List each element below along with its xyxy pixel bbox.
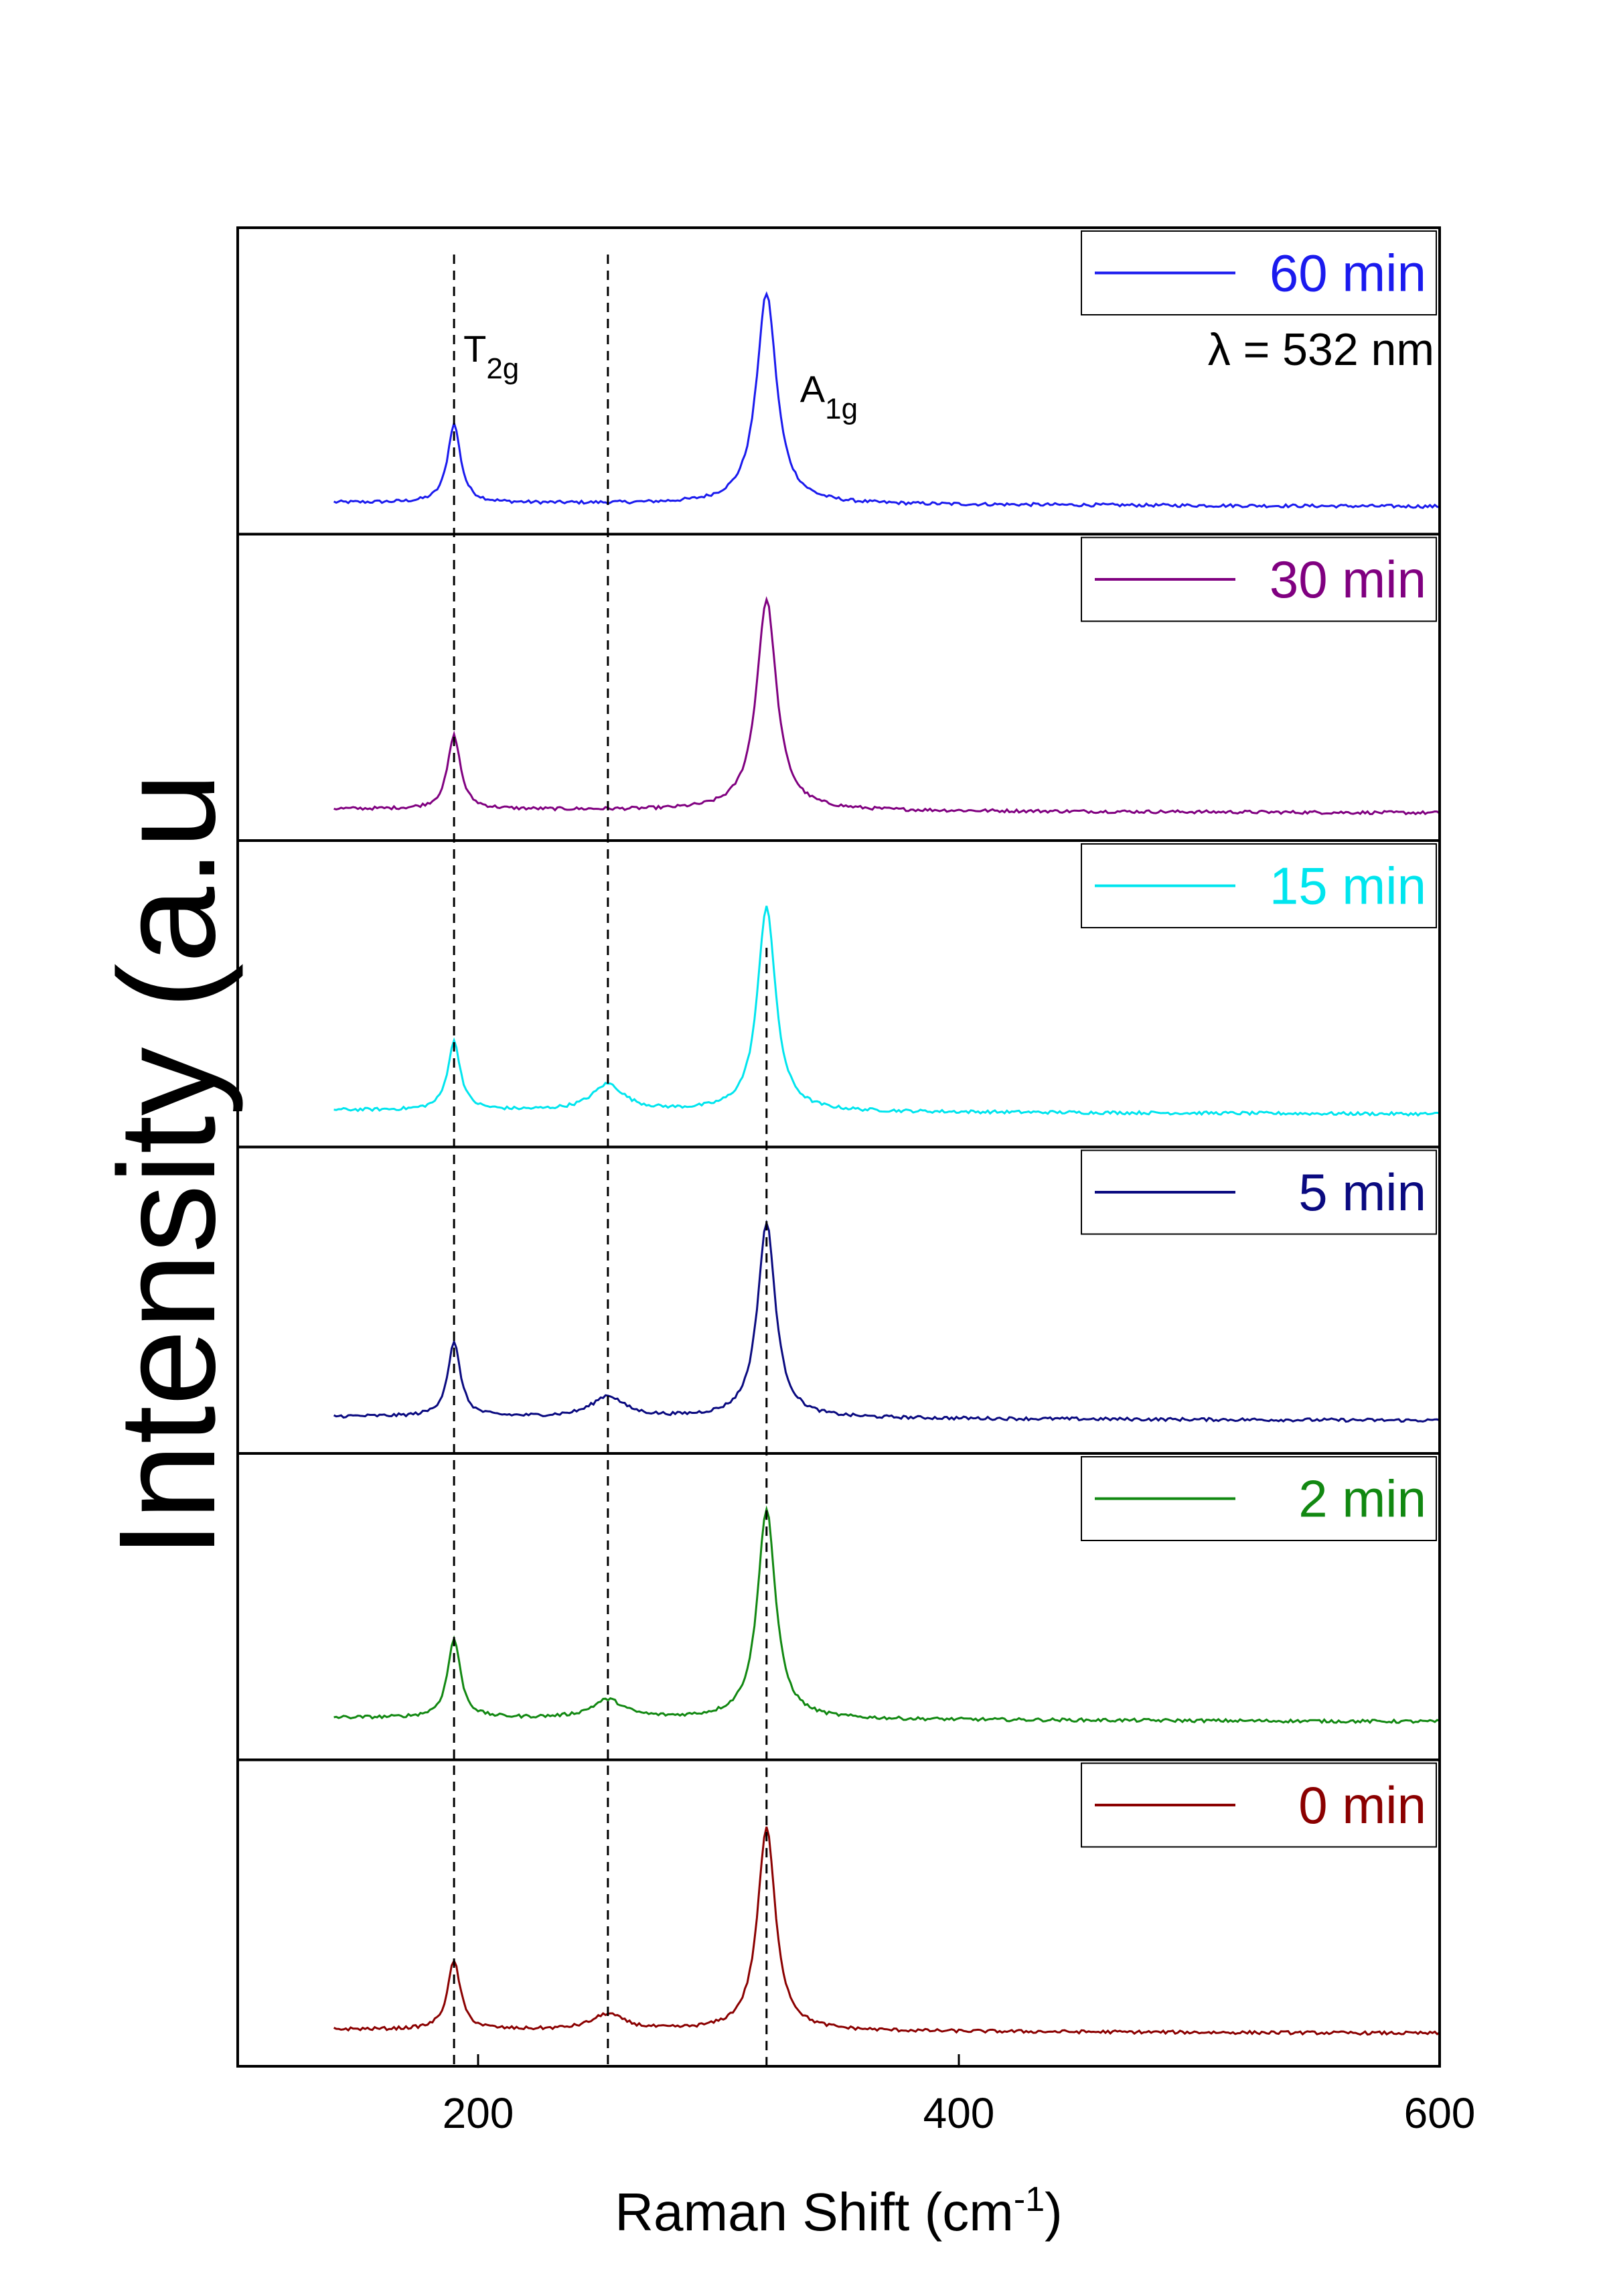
x-axis-label-text: Raman Shift (cm [615, 2182, 1014, 2242]
legend-label: 15 min [1270, 857, 1426, 916]
legend-label: 2 min [1298, 1469, 1426, 1528]
peak-label-base: T [463, 328, 486, 370]
legend-label: 30 min [1270, 550, 1426, 609]
labels: Raman Shift (cm-1) Intensity (a.u λ = 532 … [90, 324, 1434, 2242]
peak-label: T2g [463, 328, 519, 385]
x-tick-label: 600 [1404, 2089, 1476, 2137]
peak-label-sub: 2g [486, 352, 519, 385]
spectrum-curve [333, 291, 1440, 509]
x-tick-label: 400 [923, 2089, 995, 2137]
x-axis-label-sup: -1 [1014, 2180, 1045, 2219]
peak-label: A1g [800, 368, 858, 425]
reference-lines [453, 255, 768, 2066]
spectrum-curve [333, 1219, 1440, 1423]
peak-label-base: A [800, 368, 826, 410]
spectrum-curve [333, 1826, 1440, 2036]
x-axis-label-close: ) [1045, 2182, 1063, 2242]
spectra-curves [333, 291, 1440, 2036]
spectrum-curve [333, 595, 1440, 816]
spectrum-curve [333, 1505, 1440, 1725]
x-tick-label: 200 [443, 2089, 514, 2137]
x-axis: 200 400 600 [443, 2054, 1476, 2137]
spectrum-curve [333, 906, 1440, 1117]
excitation-annotation: λ = 532 nm [1208, 324, 1434, 375]
legend-label: 60 min [1270, 244, 1426, 303]
y-axis-label: Intensity (a.u [90, 772, 244, 1559]
panel-frame [236, 1758, 1441, 2068]
peak-label-sub: 1g [825, 392, 858, 425]
x-axis-label: Raman Shift (cm-1) [615, 2180, 1063, 2242]
legends: 60 min 30 min 15 min 5 min 2 min 0 min [1081, 230, 1437, 1848]
plot-frame [236, 226, 1441, 2068]
legend-label: 5 min [1298, 1163, 1426, 1222]
legend-label: 0 min [1298, 1776, 1426, 1835]
